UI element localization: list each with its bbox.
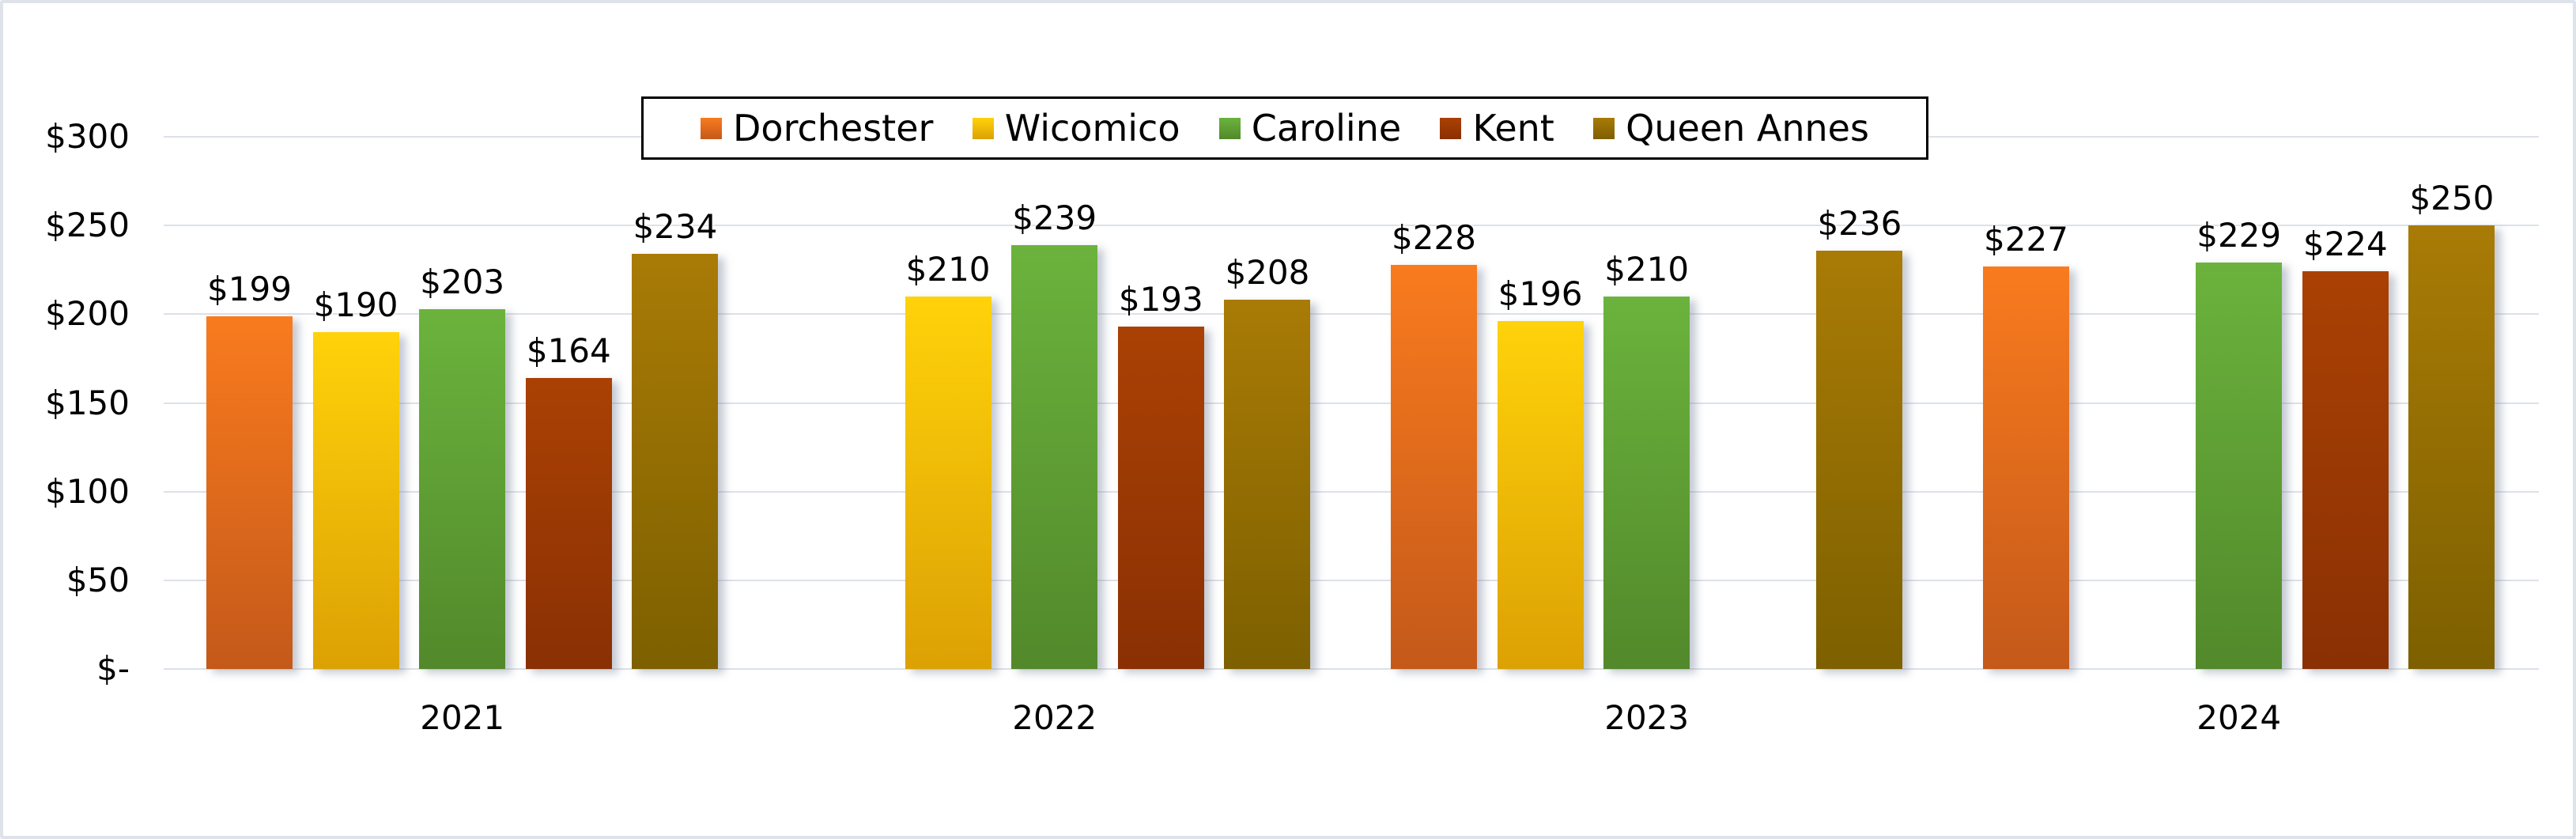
- data-label-caroline-2021: $203: [420, 262, 505, 301]
- gridline-150: [164, 402, 2539, 404]
- data-label-caroline-2022: $239: [1012, 198, 1097, 237]
- legend-swatch-wicomico: [972, 117, 994, 139]
- data-label-queen-annes-2021: $234: [633, 207, 718, 247]
- data-label-kent-2024: $224: [2302, 225, 2388, 264]
- gridline-200: [164, 313, 2539, 316]
- bar-kent-2024: [2302, 271, 2389, 669]
- legend-label: Kent: [1472, 107, 1554, 149]
- bar-caroline-2021: [419, 308, 506, 669]
- data-label-wicomico-2022: $210: [905, 249, 991, 289]
- legend-swatch-dorchester: [701, 117, 722, 139]
- legend-item-dorchester: Dorchester: [701, 108, 933, 149]
- legend-label: Queen Annes: [1626, 107, 1869, 149]
- y-axis-tick-label: $300: [45, 117, 130, 156]
- data-label-wicomico-2023: $196: [1498, 274, 1583, 314]
- bar-kent-2021: [525, 378, 612, 669]
- bar-dorchester-2021: [206, 316, 293, 669]
- y-axis-tick-label: $-: [96, 649, 130, 688]
- y-axis-tick-label: $150: [45, 383, 130, 422]
- legend-item-queen-annes: Queen Annes: [1593, 108, 1869, 149]
- x-axis-category-label-2021: 2021: [420, 698, 505, 737]
- bar-caroline-2022: [1011, 244, 1098, 669]
- data-label-queen-annes-2023: $236: [1817, 203, 1902, 243]
- bar-caroline-2023: [1603, 296, 1690, 669]
- data-label-kent-2022: $193: [1118, 280, 1203, 319]
- bar-queen-annes-2023: [1816, 250, 1903, 669]
- legend-label: Wicomico: [1004, 107, 1180, 149]
- plot-area: $300 $250 $200 $150 $100 $50 $- $199 $228 $227 $19…: [3, 3, 2573, 836]
- y-axis-tick-label: $50: [66, 560, 130, 599]
- x-axis-category-label-2024: 2024: [2196, 698, 2282, 737]
- bar-wicomico-2021: [312, 331, 399, 669]
- bar-queen-annes-2024: [2408, 225, 2495, 669]
- bar-wicomico-2023: [1497, 321, 1584, 669]
- gridline-50: [164, 579, 2539, 581]
- data-label-kent-2021: $164: [526, 331, 611, 371]
- bar-kent-2022: [1117, 327, 1204, 669]
- data-label-dorchester-2024: $227: [1984, 219, 2068, 259]
- bar-dorchester-2024: [1983, 266, 2069, 669]
- legend-item-caroline: Caroline: [1218, 107, 1402, 149]
- bar-caroline-2024: [2196, 263, 2283, 669]
- x-axis-category-label-2022: 2022: [1012, 698, 1097, 737]
- data-label-caroline-2023: $210: [1604, 249, 1690, 289]
- legend-item-kent: Kent: [1440, 108, 1554, 149]
- y-axis-tick-label: $100: [45, 471, 130, 511]
- data-label-dorchester-2023: $228: [1392, 217, 1476, 257]
- legend-swatch-caroline: [1218, 117, 1241, 139]
- bar-wicomico-2022: [905, 296, 991, 669]
- legend-swatch-kent: [1440, 117, 1462, 139]
- gridline-100: [164, 490, 2539, 493]
- legend-swatch-queen-annes: [1593, 117, 1615, 139]
- legend-label: Dorchester: [733, 107, 934, 149]
- gridline-250: [164, 225, 2539, 227]
- x-axis-category-label-2023: 2023: [1604, 698, 1690, 737]
- legend-item-wicomico: Wicomico: [972, 107, 1180, 149]
- y-axis-tick-label: $200: [45, 294, 130, 334]
- bar-queen-annes-2022: [1224, 300, 1311, 669]
- bar-queen-annes-2021: [632, 254, 719, 669]
- y-axis-tick-label: $250: [45, 206, 130, 245]
- data-label-wicomico-2021: $190: [313, 285, 398, 324]
- gridline-0: [164, 668, 2539, 670]
- bar-dorchester-2023: [1391, 264, 1477, 669]
- data-label-queen-annes-2024: $250: [2409, 179, 2495, 218]
- data-label-caroline-2024: $229: [2196, 216, 2282, 255]
- chart-legend: Dorchester Wicomico Caroline Kent Queen Anne…: [641, 96, 1928, 160]
- data-label-dorchester-2021: $199: [207, 269, 292, 308]
- legend-label: Caroline: [1251, 107, 1402, 149]
- data-label-queen-annes-2022: $208: [1225, 253, 1310, 293]
